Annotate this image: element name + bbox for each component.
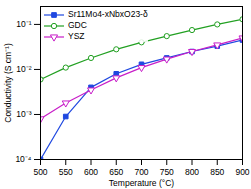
svg-text:800: 800 bbox=[185, 167, 199, 177]
svg-text:10⁻⁴: 10⁻⁴ bbox=[15, 154, 31, 164]
svg-text:700: 700 bbox=[134, 167, 148, 177]
svg-text:900: 900 bbox=[235, 167, 249, 177]
svg-text:10⁻²: 10⁻² bbox=[16, 64, 31, 74]
svg-text:650: 650 bbox=[109, 167, 123, 177]
svg-text:500: 500 bbox=[33, 167, 47, 177]
svg-text:10⁻¹: 10⁻¹ bbox=[16, 19, 31, 29]
svg-text:10⁻³: 10⁻³ bbox=[16, 109, 31, 119]
svg-text:750: 750 bbox=[160, 167, 174, 177]
svg-text:600: 600 bbox=[84, 167, 98, 177]
html-text:Sr11Mo4-xNbxO23-δ: Sr11Mo4-xNbxO23-δ bbox=[68, 9, 148, 19]
svg-text:850: 850 bbox=[210, 167, 224, 177]
html-text:GDC: GDC bbox=[68, 20, 87, 30]
svg-text:Conductivity (S cm⁻¹): Conductivity (S cm⁻¹) bbox=[3, 43, 13, 123]
svg-text:Temperature (°C): Temperature (°C) bbox=[109, 178, 174, 188]
html-text:YSZ: YSZ bbox=[68, 31, 85, 41]
svg-text:550: 550 bbox=[59, 167, 73, 177]
